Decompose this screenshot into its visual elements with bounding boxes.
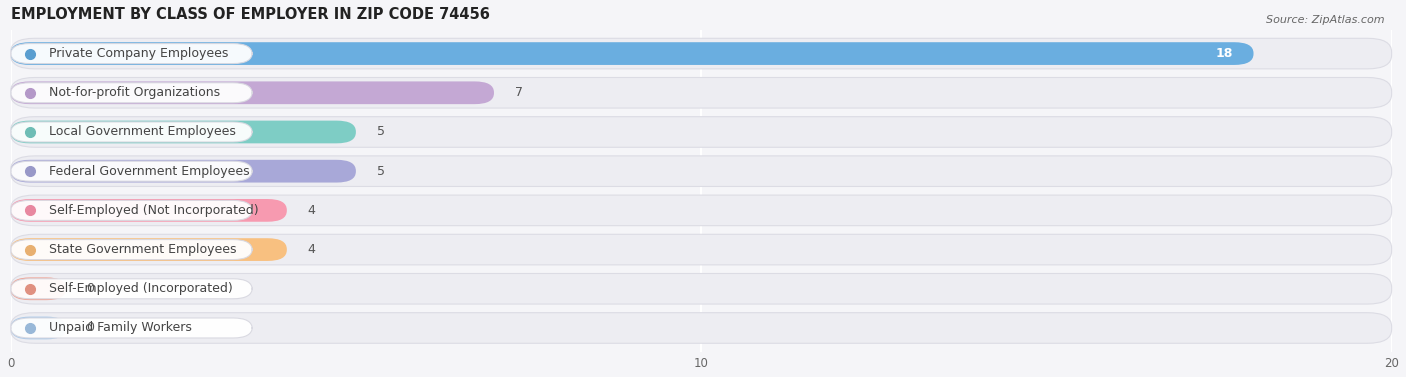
FancyBboxPatch shape bbox=[11, 239, 252, 260]
Text: 0: 0 bbox=[87, 282, 94, 295]
FancyBboxPatch shape bbox=[11, 38, 1392, 69]
FancyBboxPatch shape bbox=[11, 44, 252, 64]
Text: EMPLOYMENT BY CLASS OF EMPLOYER IN ZIP CODE 74456: EMPLOYMENT BY CLASS OF EMPLOYER IN ZIP C… bbox=[11, 7, 489, 22]
Text: 7: 7 bbox=[515, 86, 523, 99]
Text: 5: 5 bbox=[377, 126, 385, 138]
Text: Private Company Employees: Private Company Employees bbox=[49, 47, 228, 60]
FancyBboxPatch shape bbox=[11, 199, 287, 222]
Text: Federal Government Employees: Federal Government Employees bbox=[49, 165, 249, 178]
FancyBboxPatch shape bbox=[11, 313, 1392, 343]
Text: Self-Employed (Not Incorporated): Self-Employed (Not Incorporated) bbox=[49, 204, 259, 217]
FancyBboxPatch shape bbox=[11, 121, 356, 143]
FancyBboxPatch shape bbox=[11, 238, 287, 261]
FancyBboxPatch shape bbox=[11, 78, 1392, 108]
Text: 4: 4 bbox=[308, 204, 315, 217]
FancyBboxPatch shape bbox=[11, 117, 1392, 147]
FancyBboxPatch shape bbox=[11, 160, 356, 182]
Text: Self-Employed (Incorporated): Self-Employed (Incorporated) bbox=[49, 282, 232, 295]
FancyBboxPatch shape bbox=[11, 200, 252, 221]
FancyBboxPatch shape bbox=[11, 122, 252, 142]
FancyBboxPatch shape bbox=[11, 81, 494, 104]
FancyBboxPatch shape bbox=[11, 317, 66, 339]
FancyBboxPatch shape bbox=[11, 161, 252, 181]
Text: Source: ZipAtlas.com: Source: ZipAtlas.com bbox=[1267, 15, 1385, 25]
FancyBboxPatch shape bbox=[11, 277, 66, 300]
Text: Not-for-profit Organizations: Not-for-profit Organizations bbox=[49, 86, 219, 99]
FancyBboxPatch shape bbox=[11, 234, 1392, 265]
Text: 18: 18 bbox=[1215, 47, 1233, 60]
FancyBboxPatch shape bbox=[11, 273, 1392, 304]
FancyBboxPatch shape bbox=[11, 83, 252, 103]
Text: Unpaid Family Workers: Unpaid Family Workers bbox=[49, 322, 191, 334]
FancyBboxPatch shape bbox=[11, 279, 252, 299]
Text: 5: 5 bbox=[377, 165, 385, 178]
Text: 4: 4 bbox=[308, 243, 315, 256]
FancyBboxPatch shape bbox=[11, 318, 252, 338]
FancyBboxPatch shape bbox=[11, 156, 1392, 187]
FancyBboxPatch shape bbox=[11, 195, 1392, 226]
FancyBboxPatch shape bbox=[11, 42, 1254, 65]
Text: State Government Employees: State Government Employees bbox=[49, 243, 236, 256]
Text: 0: 0 bbox=[87, 322, 94, 334]
Text: Local Government Employees: Local Government Employees bbox=[49, 126, 235, 138]
